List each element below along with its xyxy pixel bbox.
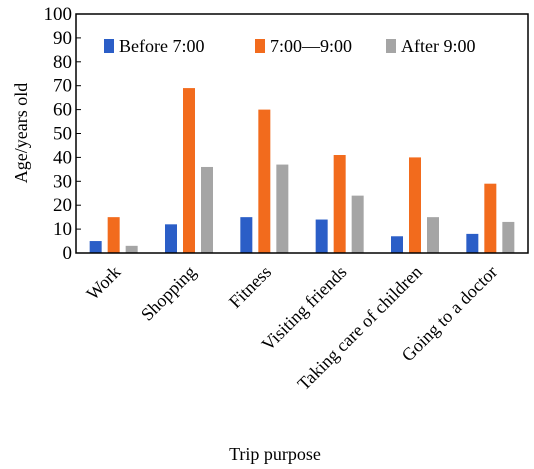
bar: [183, 88, 195, 253]
y-tick-label: 70: [53, 76, 72, 97]
legend-swatch: [255, 39, 265, 53]
legend-label: 7:00—9:00: [270, 36, 352, 56]
y-tick-label: 10: [53, 219, 72, 240]
x-tick-label: Shopping: [137, 262, 200, 325]
y-tick-label: 30: [53, 171, 72, 192]
legend-label: Before 7:00: [119, 36, 204, 56]
x-axis-title: Trip purpose: [229, 444, 321, 464]
y-tick-label: 100: [44, 4, 73, 25]
bar: [409, 157, 421, 253]
bar: [502, 221, 515, 253]
y-tick-label: 40: [53, 147, 72, 168]
bars-group: [89, 88, 515, 253]
x-tick-label: Work: [82, 262, 124, 304]
legend: Before 7:00 7:00—9:00 After 9:00: [104, 36, 475, 56]
y-tick-label: 90: [53, 28, 72, 49]
bar: [466, 233, 479, 253]
bar: [276, 164, 289, 253]
y-tick-label: 50: [53, 124, 72, 145]
bar: [427, 217, 439, 253]
y-axis-title: Age/years old: [11, 83, 31, 183]
bar: [484, 183, 497, 253]
y-tick-label: 80: [53, 52, 72, 73]
bar: [201, 166, 213, 253]
bar: [125, 245, 138, 253]
y-tick-label: 0: [63, 243, 73, 264]
y-tick-label: 20: [53, 195, 72, 216]
bar: [240, 217, 253, 253]
bar: [89, 241, 102, 253]
bar: [258, 109, 271, 253]
plot-frame: [75, 13, 529, 254]
bar: [165, 224, 177, 253]
bar: [107, 217, 120, 253]
bar: [391, 236, 403, 253]
legend-swatch: [386, 39, 396, 53]
x-tick-label: Fitness: [225, 262, 275, 312]
legend-swatch: [104, 39, 114, 53]
x-tick-label: Taking care of children: [293, 262, 425, 394]
y-tick-label: 60: [53, 100, 72, 121]
bar: [351, 195, 364, 253]
bar: [315, 219, 328, 253]
legend-label: After 9:00: [401, 36, 475, 56]
bar: [333, 155, 346, 253]
